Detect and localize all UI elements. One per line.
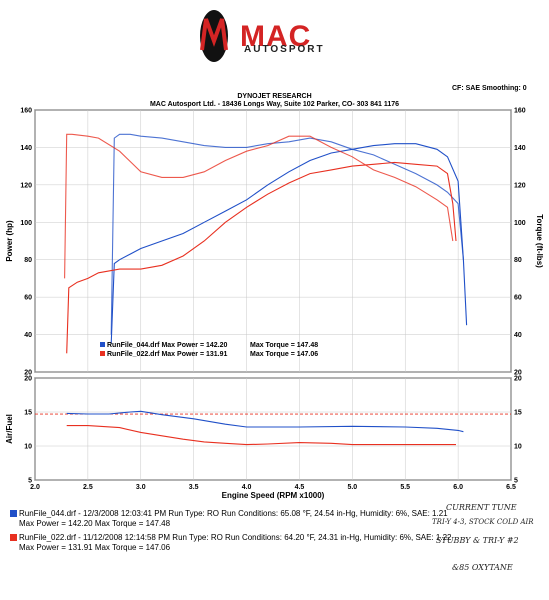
company-name: DYNOJET RESEARCH: [237, 93, 312, 100]
handwritten-note-3: STUBBY & TRI-Y #2: [436, 536, 519, 545]
power-axis-ticks: 20 40 60 80 100 120 140 160: [20, 108, 32, 377]
torque-tick-label: 80: [514, 257, 522, 264]
power-tick-label: 40: [24, 332, 32, 339]
handwritten-note-4: &85 OXYTANE: [452, 563, 513, 572]
run-info-022: RunFile_022.drf - 11/12/2008 12:14:58 PM…: [10, 533, 451, 553]
legend-swatch-044: [100, 342, 105, 347]
power-tick-label: 120: [20, 182, 32, 189]
rpm-tick-label: 3.0: [136, 484, 146, 491]
legend-torque-022: Max Torque = 147.06: [250, 351, 318, 358]
rpm-tick-label: 5.5: [400, 484, 410, 491]
rpm-tick-label: 3.5: [189, 484, 199, 491]
legend-label-044: RunFile_044.drf Max Power = 142.20: [107, 342, 228, 349]
rpm-tick-label: 6.5: [506, 484, 516, 491]
series-022-torque: [64, 133, 454, 279]
torque-tick-label: 20: [514, 370, 522, 377]
handwritten-note-1: CURRENT TUNE: [446, 503, 517, 512]
rpm-axis-ticks: 2.0 2.5 3.0 3.5 4.0 4.5 5.0 5.5 6.0 6.5: [30, 484, 516, 491]
logo-emblem-icon: [200, 10, 228, 62]
rpm-tick-label: 2.5: [83, 484, 93, 491]
power-torque-series: [64, 133, 468, 354]
air-fuel-tick-label-right: 15: [514, 410, 522, 417]
air-fuel-tick-label-right: 10: [514, 444, 522, 451]
correction-factor: CF: SAE Smoothing: 0: [452, 85, 527, 92]
air-fuel-plot-frame: [34, 377, 512, 481]
air-fuel-tick-label: 20: [24, 376, 32, 383]
legend-torque-044: Max Torque = 147.48: [250, 342, 318, 349]
run-044-swatch: [10, 510, 17, 518]
power-torque-plot-frame: [34, 109, 512, 373]
series-022-air-fuel: [66, 425, 456, 446]
rpm-tick-label: 4.5: [295, 484, 305, 491]
power-torque-grid: [34, 109, 512, 373]
air-fuel-tick-label: 5: [28, 478, 32, 485]
power-tick-label: 100: [20, 220, 32, 227]
series-044-torque: [110, 133, 464, 335]
torque-tick-label: 40: [514, 332, 522, 339]
torque-tick-label: 160: [514, 108, 526, 115]
legend-swatch-022: [100, 351, 105, 356]
rpm-tick-label: 6.0: [453, 484, 463, 491]
company-address: MAC Autosport Ltd. - 18436 Longs Way, Su…: [149, 101, 400, 108]
air-fuel-tick-label: 10: [24, 444, 32, 451]
handwritten-note-2: TRI-Y 4-3, STOCK COLD AIR: [432, 518, 534, 526]
run-044-details: RunFile_044.drf - 12/3/2008 12:03:41 PM …: [19, 509, 448, 518]
run-022-details: RunFile_022.drf - 11/12/2008 12:14:58 PM…: [19, 533, 452, 542]
torque-tick-label: 140: [514, 145, 526, 152]
series-022-power: [66, 161, 457, 354]
series-044-power: [110, 143, 468, 344]
power-tick-label: 140: [20, 145, 32, 152]
series-044-air-fuel: [66, 410, 464, 433]
power-tick-label: 160: [20, 108, 32, 115]
rpm-tick-label: 4.0: [242, 484, 252, 491]
run-info-044: RunFile_044.drf - 12/3/2008 12:03:41 PM …: [10, 509, 448, 529]
power-axis-label: Power (hp): [5, 220, 14, 262]
power-tick-label: 80: [24, 257, 32, 264]
power-tick-label: 20: [24, 370, 32, 377]
rpm-tick-label: 5.0: [347, 484, 357, 491]
logo-name: MAC: [240, 20, 312, 53]
air-fuel-axis-label: Air/Fuel: [5, 414, 14, 444]
air-fuel-tick-label: 15: [24, 410, 32, 417]
torque-tick-label: 100: [514, 220, 526, 227]
power-tick-label: 60: [24, 295, 32, 302]
air-fuel-axis-ticks: 5 5 10 10 15 15 20 20: [24, 376, 522, 485]
run-022-max: Max Power = 131.91 Max Torque = 147.06: [19, 543, 171, 552]
chart-legend: RunFile_044.drf Max Power = 142.20 Max T…: [100, 342, 318, 358]
rpm-tick-label: 2.0: [30, 484, 40, 491]
air-fuel-tick-label-right: 5: [514, 478, 518, 485]
rpm-axis-label: Engine Speed (RPM x1000): [222, 491, 325, 500]
run-044-max: Max Power = 142.20 Max Torque = 147.48: [19, 519, 171, 528]
torque-axis-ticks: 20 40 60 80 100 120 140 160: [514, 108, 526, 377]
dyno-chart: 20 40 60 80 100 120 140 160 20 40 60 80 100 120 140 16…: [5, 108, 544, 501]
torque-tick-label: 60: [514, 295, 522, 302]
legend-label-022: RunFile_022.drf Max Power = 131.91: [107, 351, 228, 358]
air-fuel-series: [35, 410, 511, 446]
logo-sub: AUTOSPORT: [244, 44, 325, 55]
air-fuel-tick-label-right: 20: [514, 376, 522, 383]
torque-tick-label: 120: [514, 182, 526, 189]
torque-axis-label: Torque (ft-lbs): [535, 214, 544, 268]
run-022-swatch: [10, 534, 17, 542]
air-fuel-grid: [34, 377, 512, 481]
